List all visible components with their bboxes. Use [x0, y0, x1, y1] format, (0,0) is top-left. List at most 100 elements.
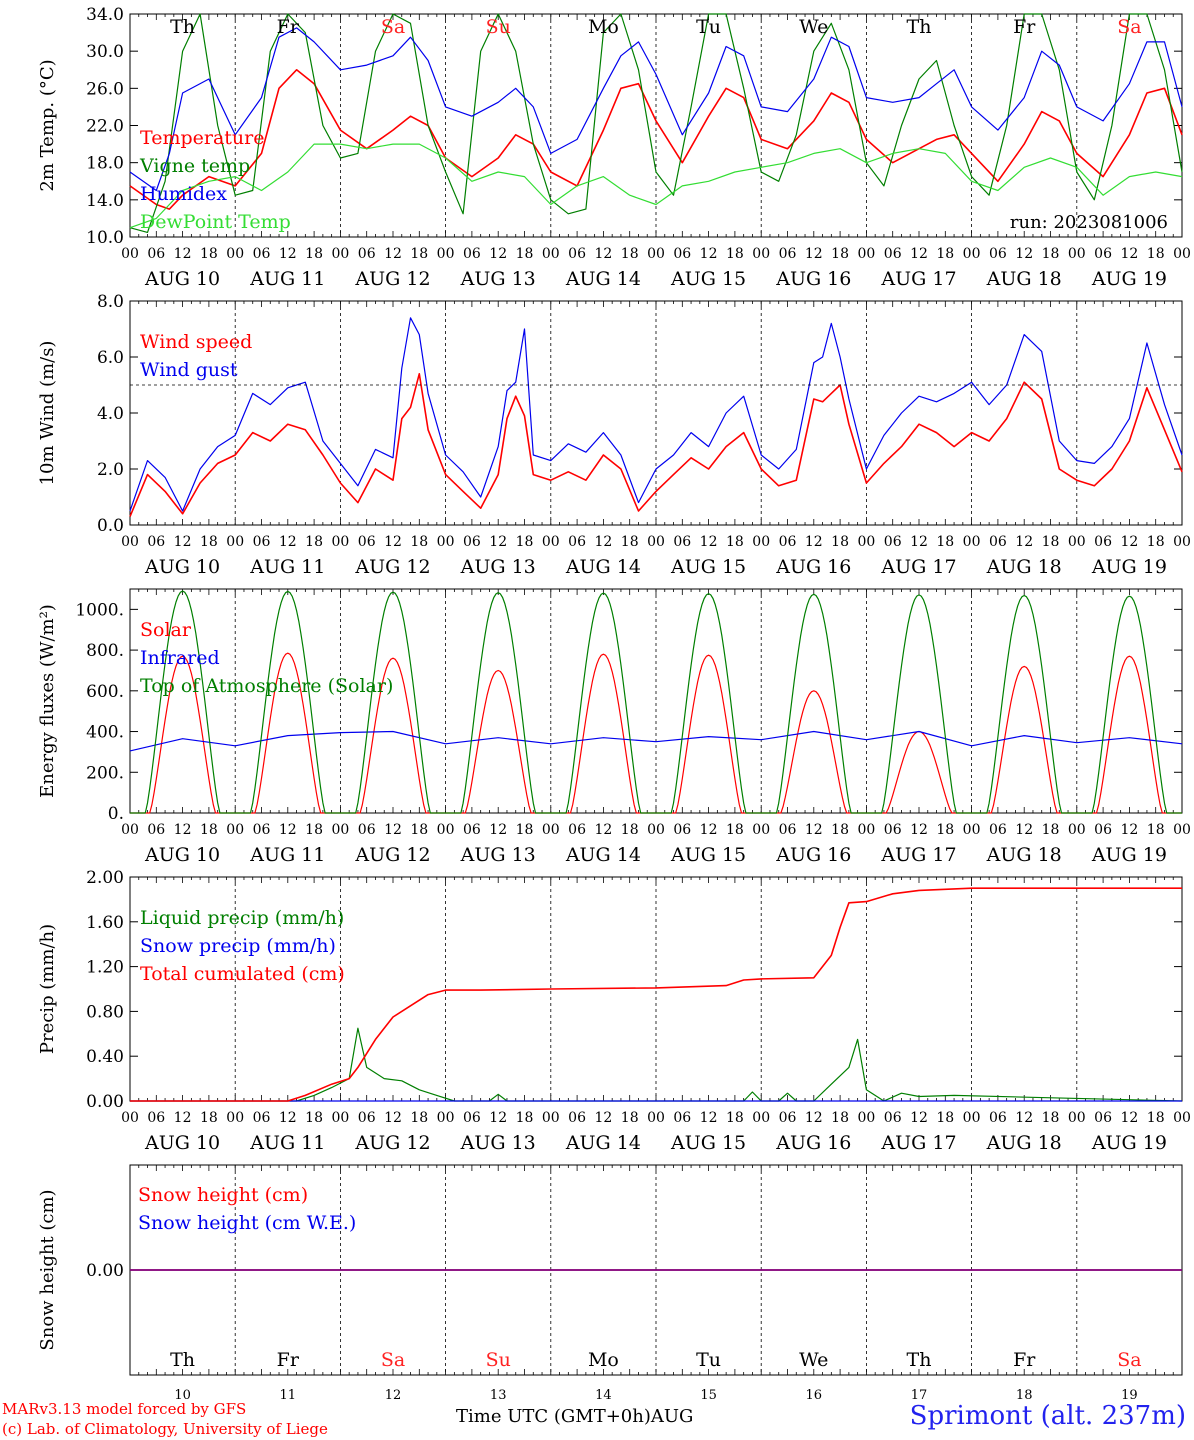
hour-tick-label: 12	[1120, 534, 1138, 550]
y-axis-label: 2m Temp. (°C)	[37, 59, 58, 191]
hour-tick-label: 06	[463, 1110, 481, 1126]
y-tick-label: 0.80	[86, 1002, 124, 1022]
day-number-label: 18	[1016, 1388, 1033, 1403]
hour-tick-label: 18	[621, 534, 639, 550]
series-humidex	[129, 27, 1183, 192]
hour-tick-label: 18	[305, 822, 323, 838]
date-label: AUG 16	[775, 844, 851, 866]
y-tick-label: 2.00	[86, 868, 124, 888]
hour-tick-label: 18	[410, 534, 428, 550]
run-annotation: run: 2023081006	[1010, 212, 1168, 233]
date-label: AUG 17	[880, 1132, 956, 1154]
y-tick-label: 4.0	[97, 404, 124, 424]
date-label: AUG 14	[565, 556, 641, 578]
hour-tick-label: 06	[147, 534, 165, 550]
hour-tick-label: 18	[1042, 822, 1060, 838]
hour-tick-label: 18	[936, 246, 954, 262]
hour-tick-label: 00	[857, 1110, 875, 1126]
hour-tick-label: 00	[752, 822, 770, 838]
hour-tick-label: 00	[331, 1110, 349, 1126]
hour-tick-label: 06	[358, 1110, 376, 1126]
legend-entry: DewPoint Temp	[140, 211, 291, 233]
hour-tick-label: 06	[779, 246, 797, 262]
legend-entry: Wind gust	[140, 359, 238, 381]
day-number-label: 13	[490, 1388, 507, 1403]
hour-tick-label: 06	[147, 822, 165, 838]
weekday-label: Fr	[277, 16, 300, 38]
weekday-label: Sa	[1117, 16, 1141, 38]
date-label: AUG 15	[670, 844, 746, 866]
hour-tick-label: 06	[147, 1110, 165, 1126]
date-label: AUG 13	[460, 556, 536, 578]
date-label: AUG 19	[1091, 268, 1167, 290]
hour-tick-label: 12	[1120, 1110, 1138, 1126]
hour-tick-label: 18	[305, 246, 323, 262]
hour-tick-label: 12	[700, 822, 718, 838]
series-wind-speed	[129, 372, 1183, 517]
date-label: AUG 11	[249, 844, 325, 866]
series-infrared	[129, 730, 1183, 752]
weekday-label: Sa	[381, 1349, 405, 1371]
hour-tick-label: 12	[700, 246, 718, 262]
hour-tick-label: 12	[489, 1110, 507, 1126]
hour-tick-label: 06	[253, 1110, 271, 1126]
hour-tick-label: 06	[253, 534, 271, 550]
y-axis-label: Energy fluxes (W/m²)	[37, 604, 58, 798]
y-tick-label: 2.0	[97, 460, 124, 480]
legend-entry: Infrared	[140, 647, 220, 669]
hour-tick-label: 06	[673, 822, 691, 838]
hour-tick-label: 06	[884, 534, 902, 550]
hour-tick-label: 12	[279, 1110, 297, 1126]
date-label: AUG 17	[880, 556, 956, 578]
hour-tick-label: 18	[1042, 1110, 1060, 1126]
y-tick-label: 1.60	[86, 913, 124, 933]
hour-tick-label: 00	[647, 534, 665, 550]
date-label: AUG 16	[775, 268, 851, 290]
hour-tick-label: 00	[1173, 1110, 1191, 1126]
series-dewpoint-temp	[129, 143, 1183, 229]
y-tick-label: 10.0	[86, 228, 124, 248]
date-label: AUG 14	[565, 268, 641, 290]
date-label: AUG 17	[880, 268, 956, 290]
hour-tick-label: 00	[647, 1110, 665, 1126]
day-number-label: 19	[1121, 1388, 1138, 1403]
y-tick-label: 0.40	[86, 1047, 124, 1067]
hour-tick-label: 12	[174, 822, 192, 838]
date-label: AUG 11	[249, 1132, 325, 1154]
hour-tick-label: 12	[910, 822, 928, 838]
panel-4: 0.00 0.40 0.80 1.20 1.60 2.00 Precip (mm/h) 00 0…	[37, 868, 1191, 1154]
weekday-label: Fr	[1013, 1349, 1036, 1371]
hour-tick-label: 00	[226, 246, 244, 262]
hour-tick-label: 12	[384, 1110, 402, 1126]
date-label: AUG 12	[354, 844, 430, 866]
weekday-label: Th	[170, 16, 195, 38]
hour-tick-label: 18	[726, 1110, 744, 1126]
date-label: AUG 19	[1091, 844, 1167, 866]
hour-tick-label: 06	[779, 822, 797, 838]
hour-tick-label: 00	[1068, 246, 1086, 262]
date-label: AUG 16	[775, 556, 851, 578]
y-axis-label: Snow height (cm)	[37, 1189, 58, 1350]
y-tick-label: 200.	[86, 763, 124, 783]
hour-tick-label: 00	[226, 534, 244, 550]
hour-tick-label: 06	[358, 534, 376, 550]
lab-credit: (c) Lab. of Climatology, University of L…	[2, 1420, 328, 1438]
hour-tick-label: 12	[910, 534, 928, 550]
hour-tick-label: 12	[174, 1110, 192, 1126]
date-label: AUG 10	[144, 268, 220, 290]
date-label: AUG 12	[354, 556, 430, 578]
hour-tick-label: 12	[594, 822, 612, 838]
weekday-label: Su	[486, 1349, 511, 1371]
day-number-label: 17	[911, 1388, 928, 1403]
hour-tick-label: 06	[989, 246, 1007, 262]
hour-tick-label: 12	[489, 822, 507, 838]
hour-tick-label: 18	[831, 534, 849, 550]
day-number-label: 15	[700, 1388, 717, 1403]
hour-tick-label: 00	[331, 246, 349, 262]
y-tick-label: 22.0	[86, 117, 124, 137]
hour-tick-label: 12	[1120, 246, 1138, 262]
hour-tick-label: 06	[1094, 534, 1112, 550]
hour-tick-label: 06	[463, 534, 481, 550]
hour-tick-label: 18	[621, 822, 639, 838]
hour-tick-label: 18	[516, 246, 534, 262]
